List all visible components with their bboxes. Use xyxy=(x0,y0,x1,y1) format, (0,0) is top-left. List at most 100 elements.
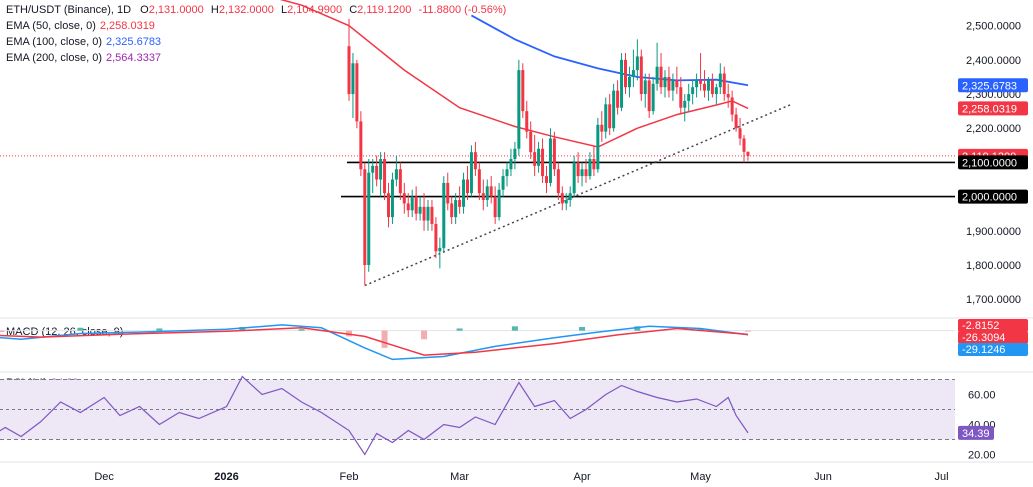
time-axis-label: Jun xyxy=(814,471,832,483)
macd-histogram-bar xyxy=(744,330,751,332)
price-tag: 2,100.0000 xyxy=(958,155,1028,170)
candle-body xyxy=(426,206,430,221)
candle-body xyxy=(695,80,699,88)
low-label: L xyxy=(280,4,288,16)
candle-body xyxy=(560,193,564,204)
candle-body xyxy=(525,111,529,132)
candle-body xyxy=(604,104,608,132)
candle xyxy=(671,73,675,101)
candle xyxy=(481,179,485,211)
time-axis-label: May xyxy=(690,471,711,483)
price-axis-tick: 1,800.0000 xyxy=(966,260,1021,272)
symbol-legend: ETH/USDT (Binance), 1D O2,131.0000 H2,13… xyxy=(6,4,506,16)
candle xyxy=(398,162,402,201)
price-tag: 2,258.0319 xyxy=(958,101,1028,116)
candle xyxy=(734,107,738,132)
candle-body xyxy=(600,124,604,132)
macd-histogram-bar xyxy=(579,327,586,331)
candle-body xyxy=(687,94,691,101)
candle xyxy=(631,49,635,88)
rsi-tag-box xyxy=(958,425,994,440)
candle xyxy=(552,131,556,177)
candle xyxy=(608,94,612,136)
candle xyxy=(371,159,375,194)
candle-body xyxy=(616,90,620,108)
high-value: 2,132.0000 xyxy=(218,4,274,16)
candle-body xyxy=(663,76,667,88)
candle-body xyxy=(734,114,738,129)
candle-body xyxy=(568,193,572,201)
price-tag-label: 2,000.0000 xyxy=(962,192,1017,204)
macd-histogram-bar xyxy=(381,330,388,348)
candle xyxy=(501,169,505,197)
candle xyxy=(548,128,552,187)
candle-body xyxy=(446,182,450,204)
candle xyxy=(537,141,541,173)
candle xyxy=(706,76,710,101)
candle xyxy=(730,90,734,122)
macd-histogram-bar xyxy=(239,327,246,331)
rsi-band xyxy=(0,379,955,440)
candle xyxy=(541,138,545,183)
macd-tag-label: -29.1246 xyxy=(962,344,1005,356)
candle xyxy=(635,39,639,81)
candle xyxy=(659,53,663,95)
candle xyxy=(485,179,489,207)
candle xyxy=(560,186,564,211)
price-axis-tick: 1,700.0000 xyxy=(966,294,1021,306)
candle xyxy=(545,165,548,194)
candle-body xyxy=(458,200,462,207)
candle xyxy=(588,152,592,180)
candle-body xyxy=(469,152,473,194)
candle xyxy=(390,172,394,224)
candle xyxy=(477,162,481,201)
candle xyxy=(556,162,560,201)
candle xyxy=(564,193,568,211)
candle-body xyxy=(347,46,351,95)
macd-tag: -250.0000 xyxy=(962,356,1012,368)
candle-body xyxy=(608,104,612,129)
candle xyxy=(505,162,509,187)
candle-body xyxy=(387,193,390,218)
candle-body xyxy=(367,172,371,265)
candle xyxy=(675,66,679,95)
macd-histogram-bar xyxy=(298,329,305,331)
candle-body xyxy=(481,193,485,201)
candle-body xyxy=(454,200,458,218)
candle-body xyxy=(624,59,627,88)
candle xyxy=(394,155,398,187)
candle-body xyxy=(588,159,592,177)
candle xyxy=(600,111,604,142)
candle-body xyxy=(746,151,750,156)
candle xyxy=(533,135,537,177)
candle xyxy=(742,135,746,163)
candle xyxy=(497,182,501,221)
candle-body xyxy=(355,63,359,122)
candle-body xyxy=(592,159,596,170)
candle xyxy=(687,83,691,112)
candle-body xyxy=(402,193,406,204)
macd-histogram-bar xyxy=(634,326,641,331)
candle xyxy=(509,148,513,177)
candle-body xyxy=(718,73,722,88)
candle-body xyxy=(706,80,710,91)
candle-body xyxy=(398,169,402,194)
candle xyxy=(517,59,521,156)
candle-body xyxy=(659,66,663,88)
candle-body xyxy=(548,138,552,183)
candle xyxy=(568,186,572,207)
candle xyxy=(489,176,493,204)
ema100-value: 2,325.6783 xyxy=(106,36,162,48)
ema200-legend: EMA (200, close, 0) 2,564.3337 xyxy=(6,52,161,64)
candle-body xyxy=(683,100,687,108)
price-axis-tick: 2,200.0000 xyxy=(966,123,1021,135)
candle xyxy=(458,186,462,214)
price-tag-label: 2,258.0319 xyxy=(962,103,1017,115)
candle xyxy=(639,49,643,101)
candle xyxy=(434,217,438,259)
macd-tag: -26.3094 xyxy=(958,331,1028,344)
price-tag-box xyxy=(958,155,1028,170)
candle-body xyxy=(509,159,513,170)
rsi-axis-tick: 20.00 xyxy=(968,450,996,462)
